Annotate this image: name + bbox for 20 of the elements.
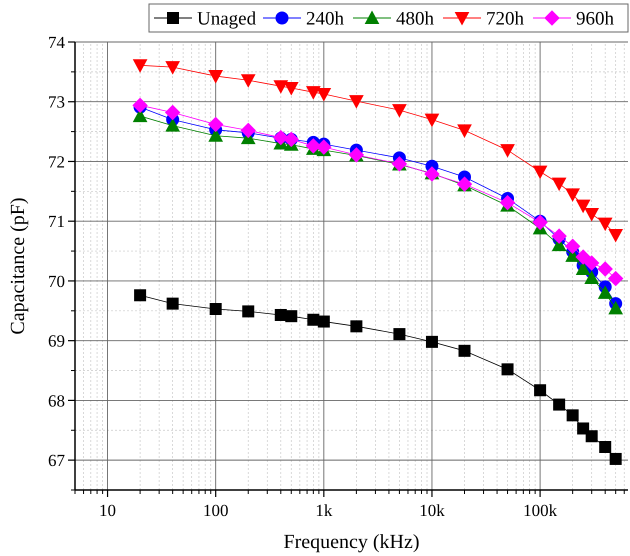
x-axis-title: Frequency (kHz)	[283, 531, 420, 553]
y-axis-title: Capacitance (pF)	[7, 197, 29, 335]
y-tick-label: 72	[48, 152, 65, 172]
legend-label: Unaged	[197, 8, 257, 30]
y-tick-label: 70	[48, 272, 65, 291]
x-tick-label: 100k	[523, 501, 558, 520]
y-tick-label: 67	[48, 451, 66, 470]
legend-label: 240h	[306, 8, 344, 30]
x-tick-label: 10k	[419, 501, 446, 520]
y-tick-label: 73	[48, 92, 65, 112]
legend-label: 720h	[486, 8, 524, 30]
y-tick-label: 69	[48, 332, 65, 351]
x-tick-label: 10	[99, 501, 116, 520]
y-tick-label: 71	[48, 212, 65, 232]
y-tick-label: 74	[48, 32, 66, 52]
x-tick-label: 1k	[315, 501, 333, 520]
legend-label: 960h	[576, 8, 614, 30]
legend-label: 480h	[396, 8, 434, 30]
x-tick-label: 100	[202, 501, 228, 520]
y-tick-label: 68	[48, 391, 65, 410]
